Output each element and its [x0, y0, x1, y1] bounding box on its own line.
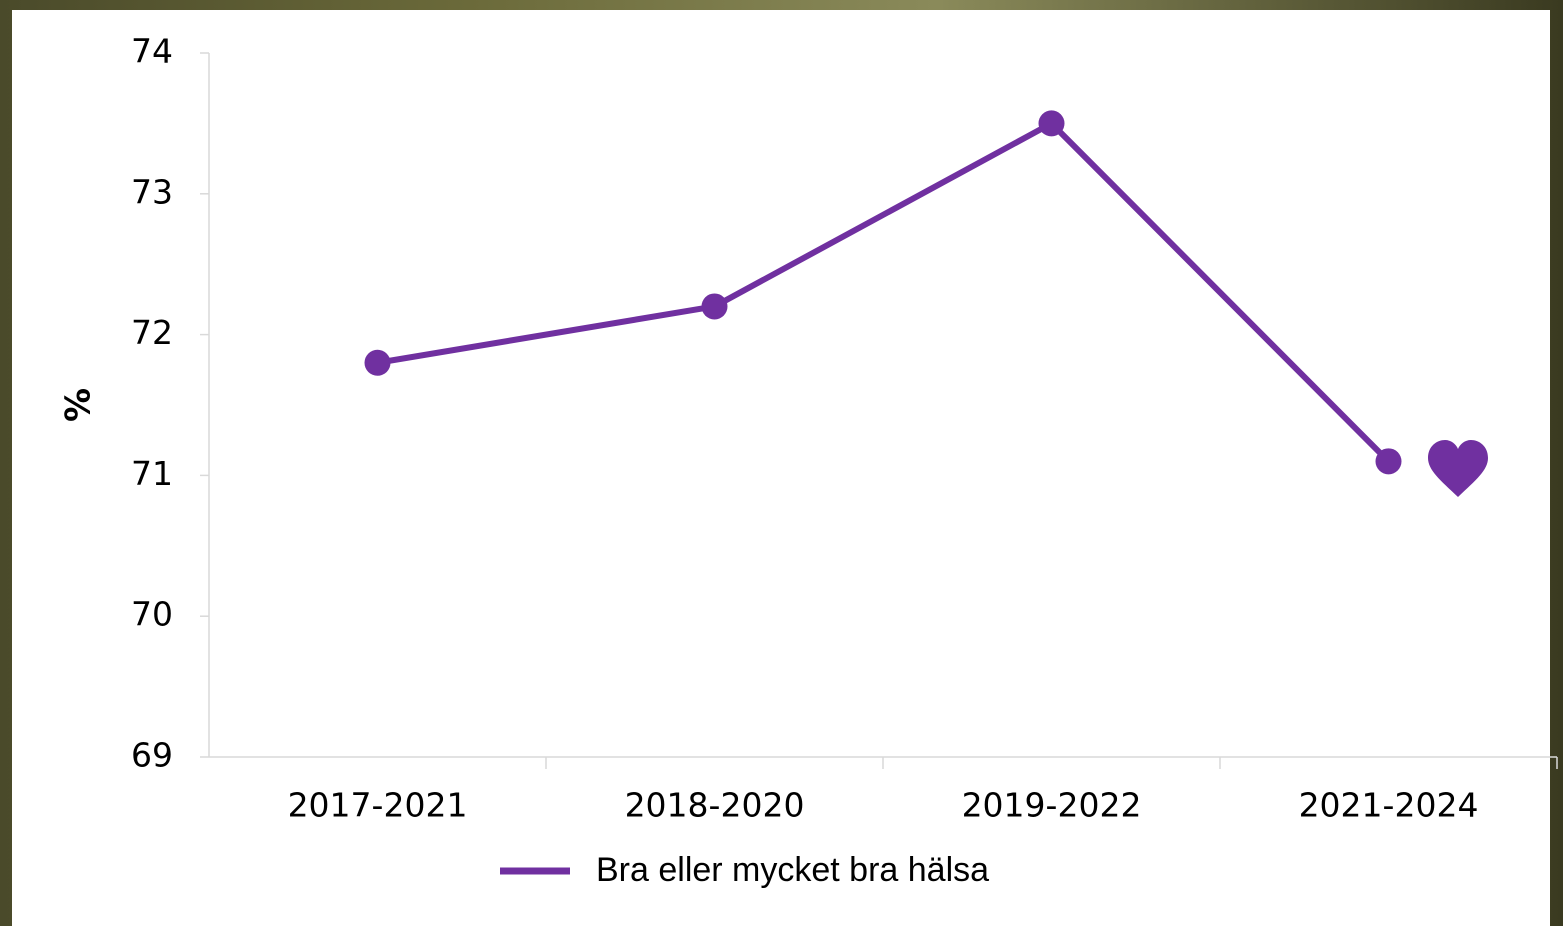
heart-icon — [1428, 440, 1488, 497]
data-point — [1375, 448, 1402, 475]
y-tick-label: 71 — [131, 454, 173, 493]
legend-label: Bra eller mycket bra hälsa — [596, 851, 989, 889]
chart-panel — [12, 10, 1550, 926]
x-tick-label: 2019-2022 — [962, 786, 1142, 825]
data-point — [364, 349, 391, 376]
x-tick-label: 2018-2020 — [625, 786, 805, 825]
x-tick-label: 2017-2021 — [288, 786, 468, 825]
y-tick-label: 72 — [131, 313, 173, 352]
y-tick-label: 69 — [131, 736, 173, 775]
y-tick-label: 70 — [131, 595, 173, 634]
y-tick-label: 73 — [131, 172, 173, 211]
data-point — [701, 293, 728, 320]
y-axis-label: % — [59, 388, 99, 422]
series-line — [377, 120, 1391, 464]
y-tick-label: 74 — [131, 32, 173, 71]
data-point — [1038, 110, 1065, 137]
x-tick-label: 2021-2024 — [1299, 786, 1479, 825]
